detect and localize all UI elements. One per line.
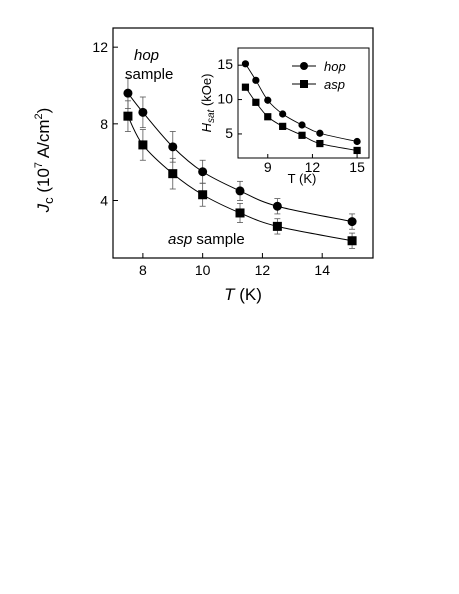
inset-y-tick-label-0: 5 — [225, 125, 233, 141]
inset-series-1-point-5 — [316, 139, 324, 148]
main-series-1-point-5 — [272, 221, 282, 231]
main-series-0-point-2 — [168, 142, 178, 152]
inset-series-0-point-4 — [298, 121, 306, 129]
asp-annotation-rest: sample — [192, 231, 245, 248]
inset-x-tick-label-1: 12 — [305, 159, 321, 175]
inset-legend: hop asp — [292, 59, 346, 92]
inset-y-axis-label-sub: sat — [206, 108, 217, 123]
inset-plot-frame — [237, 47, 370, 159]
main-x-axis-label-italic: T — [224, 285, 236, 304]
main-series-1-point-6 — [347, 236, 357, 246]
inset-series-0-point-2 — [264, 96, 272, 104]
main-series-0-point-5 — [272, 201, 282, 211]
legend-square-marker — [300, 80, 308, 88]
main-series-1-point-3 — [198, 190, 208, 200]
asp-sample-annotation: asp sample — [168, 231, 245, 248]
inset-y-tick-label-2: 15 — [217, 56, 233, 72]
inset-series-0-point-6 — [353, 137, 361, 146]
main-x-axis-label-rest: (K) — [235, 285, 262, 304]
main-series-0-point-4 — [235, 186, 245, 196]
inset-series-1-point-4 — [298, 131, 306, 139]
inset-y-axis-label-main: H — [199, 122, 214, 132]
inset-series-1-point-0 — [241, 83, 250, 91]
inset-series-0-point-3 — [279, 110, 287, 118]
inset-chart: 9 12 15 5 10 15 hop asp Hsat (kOe) T (K) — [199, 47, 370, 186]
inset-series-0-point-5 — [316, 129, 324, 137]
main-x-tick-label-3: 14 — [314, 262, 330, 278]
main-y-tick-label-1: 8 — [100, 116, 108, 132]
inset-y-axis-label-rest: (kOe) — [199, 74, 214, 110]
main-x-axis-label: T (K) — [224, 285, 262, 304]
main-series-0-point-1 — [138, 107, 148, 117]
legend-circle-marker — [300, 62, 308, 70]
main-plot-frame — [112, 27, 374, 259]
inset-x-axis-label: T (K) — [288, 171, 317, 186]
main-y-axis-label-close: ) — [34, 108, 53, 114]
main-series-0-point-6 — [347, 217, 357, 227]
inset-y-tick-label-1: 10 — [217, 91, 233, 107]
main-chart: 8 10 12 14 4 8 12 Jc (107 A/cm2) T (K) hop sam… — [33, 27, 374, 304]
main-y-axis-label-sub: c — [41, 197, 56, 204]
main-y-axis-label-exp1: 7 — [33, 162, 45, 168]
main-series-1-point-0 — [123, 111, 133, 121]
inset-series-1-point-1 — [252, 98, 260, 106]
main-series-1-point-4 — [235, 208, 245, 218]
main-y-tick-label-2: 12 — [92, 39, 108, 55]
inset-x-tick-label-2: 15 — [349, 159, 365, 175]
inset-series-1-point-2 — [264, 113, 272, 121]
main-y-axis-label-mid: A/cm — [34, 119, 53, 162]
main-y-axis-label-main: J — [34, 203, 53, 213]
inset-series-0-point-1 — [252, 76, 260, 84]
inset-y-axis-label: Hsat (kOe) — [199, 74, 217, 133]
hop-annotation-italic: hop — [134, 47, 159, 64]
inset-x-tick-label-0: 9 — [264, 159, 272, 175]
main-series-1-point-1 — [138, 140, 148, 150]
main-series-0-point-0 — [123, 88, 133, 98]
main-x-tick-label-2: 12 — [255, 262, 271, 278]
hop-sample-annotation: hop — [134, 47, 159, 64]
inset-series-1-point-3 — [279, 122, 287, 130]
main-y-axis-label-exp2: 2 — [33, 113, 45, 119]
asp-annotation-italic: asp — [168, 231, 192, 248]
inset-series-1-point-6 — [353, 146, 361, 155]
main-y-axis-label-open: (10 — [34, 168, 53, 197]
main-series-0-point-3 — [198, 167, 208, 177]
legend-label-1: asp — [324, 77, 345, 92]
inset-series-0-point-0 — [241, 60, 250, 68]
main-y-axis-label: Jc (107 A/cm2) — [33, 108, 56, 214]
main-x-tick-label-0: 8 — [139, 262, 147, 278]
main-y-tick-label-0: 4 — [100, 193, 108, 209]
legend-label-0: hop — [324, 59, 346, 74]
hop-sample-annotation-line2: sample — [125, 66, 173, 83]
main-series-1-point-2 — [168, 169, 178, 179]
main-x-tick-label-1: 10 — [195, 262, 211, 278]
